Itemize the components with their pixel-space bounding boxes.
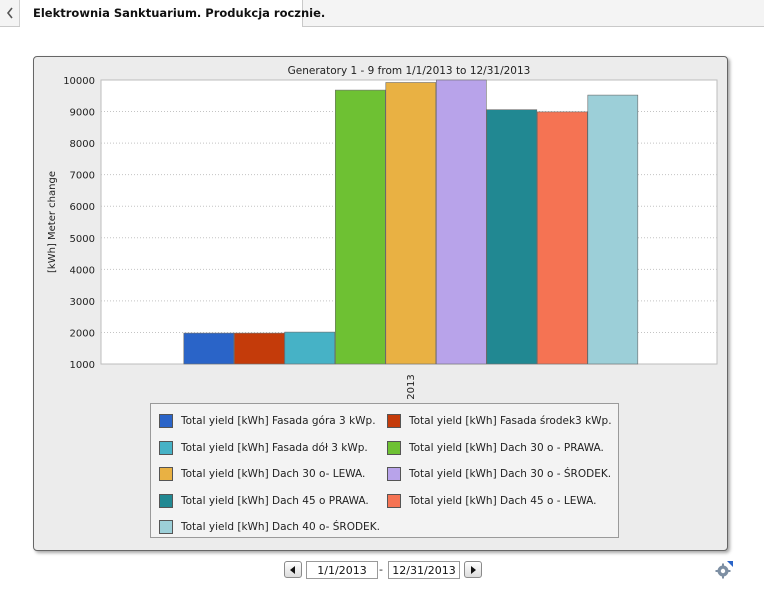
legend-swatch [159,467,173,481]
triangle-right-icon [471,565,476,574]
legend-label: Total yield [kWh] Dach 30 o - ŚRODEK. [409,468,612,480]
chart-title: Generatory 1 - 9 from 1/1/2013 to 12/31/… [288,65,531,77]
y-axis-label: [kWh] Meter change [47,171,58,273]
legend-item[interactable]: Total yield [kWh] Dach 45 o - LEWA. [387,493,597,509]
y-tick-label: 10000 [63,76,95,87]
triangle-left-icon [290,565,295,574]
legend-item[interactable]: Total yield [kWh] Dach 45 o PRAWA. [159,493,369,509]
y-tick-label: 4000 [70,265,95,276]
y-tick-label: 6000 [70,202,95,213]
date-separator: - [379,563,383,576]
legend-swatch [387,467,401,481]
date-range-nav: - [284,561,484,579]
back-button[interactable] [0,0,20,26]
next-period-button[interactable] [464,561,482,578]
date-to-input[interactable] [388,561,460,579]
bar-series-3[interactable] [284,331,336,365]
y-tick-label: 7000 [70,171,95,182]
legend-swatch [387,493,401,508]
legend-item[interactable]: Total yield [kWh] Fasada środek3 kWp. [387,413,612,429]
legend-item[interactable]: Total yield [kWh] Fasada dół 3 kWp. [159,440,368,456]
bar-series-2[interactable] [234,332,285,365]
settings-button[interactable] [714,560,734,580]
legend-swatch [159,414,173,428]
y-tick-label: 1000 [70,360,95,371]
y-tick-label: 5000 [70,234,95,245]
bars [183,79,639,365]
x-tick-label: 2013 [406,374,417,399]
tab-bar: Elektrownia Sanktuarium. Produkcja roczn… [0,0,764,27]
bar-series-1[interactable] [183,332,235,365]
chevron-left-icon [6,7,13,19]
y-tick-label: 9000 [70,108,95,119]
bar-series-7[interactable] [486,109,538,365]
legend-swatch [159,493,173,508]
legend-label: Total yield [kWh] Dach 45 o - LEWA. [409,494,597,507]
legend-item[interactable]: Total yield [kWh] Fasada góra 3 kWp. [159,413,376,429]
legend-label: Total yield [kWh] Dach 30 o - PRAWA. [409,441,604,454]
y-tick-label: 8000 [70,139,95,150]
legend-label: Total yield [kWh] Fasada góra 3 kWp. [181,415,376,427]
legend-item[interactable]: Total yield [kWh] Dach 30 o - ŚRODEK. [387,466,611,482]
bar-series-6[interactable] [435,79,487,365]
y-tick-label: 3000 [70,297,95,308]
legend-label: Total yield [kWh] Dach 30 o- LEWA. [181,468,366,480]
legend-swatch [159,520,173,534]
date-from-input[interactable] [306,561,378,579]
legend-item[interactable]: Total yield [kWh] Dach 40 o- ŚRODEK. [159,519,380,535]
legend-label: Total yield [kWh] Dach 40 o- ŚRODEK. [181,521,380,533]
legend-swatch [387,440,401,455]
legend-item[interactable]: Total yield [kWh] Dach 30 o - PRAWA. [387,440,604,456]
gear-icon [715,561,733,579]
legend-swatch [387,414,401,428]
chart-panel: 1000 2000 3000 4000 5000 6000 7000 8000 9000 1000… [33,56,728,551]
bar-series-9[interactable] [587,94,639,365]
y-axis-ticks: 1000 2000 3000 4000 5000 6000 7000 8000 9000 1000… [63,76,95,371]
y-tick-label: 2000 [70,328,95,339]
legend-item[interactable]: Total yield [kWh] Dach 30 o- LEWA. [159,466,365,482]
legend-label: Total yield [kWh] Fasada środek3 kWp. [409,415,612,427]
bar-chart: 1000 2000 3000 4000 5000 6000 7000 8000 9000 1000… [47,65,718,400]
prev-period-button[interactable] [284,561,302,578]
legend-label: Total yield [kWh] Dach 45 o PRAWA. [181,494,369,507]
tab-production-yearly[interactable]: Elektrownia Sanktuarium. Produkcja roczn… [20,0,325,27]
bar-series-4[interactable] [334,89,386,365]
chart-legend: Total yield [kWh] Fasada góra 3 kWp. Tota… [150,403,619,538]
bar-series-8[interactable] [536,111,588,365]
legend-label: Total yield [kWh] Fasada dół 3 kWp. [181,441,368,454]
bar-series-5[interactable] [385,82,437,365]
legend-swatch [159,440,173,455]
